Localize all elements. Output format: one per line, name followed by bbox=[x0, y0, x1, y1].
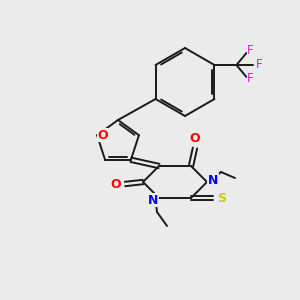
Text: S: S bbox=[218, 191, 226, 205]
Text: O: O bbox=[98, 129, 108, 142]
Text: O: O bbox=[190, 133, 200, 146]
Text: O: O bbox=[111, 178, 121, 190]
Text: F: F bbox=[247, 73, 254, 85]
Text: N: N bbox=[148, 194, 158, 206]
Text: F: F bbox=[256, 58, 263, 71]
Text: N: N bbox=[208, 173, 218, 187]
Text: F: F bbox=[247, 44, 254, 58]
